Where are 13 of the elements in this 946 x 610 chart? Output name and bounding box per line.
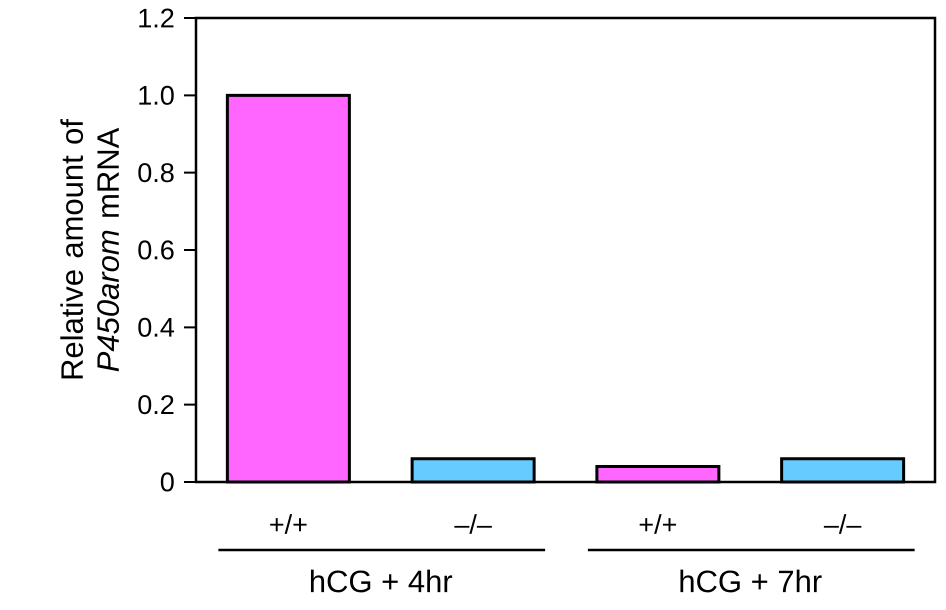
y-tick-label: 0.8 (138, 163, 174, 182)
y-tick-label: 0.4 (138, 318, 174, 337)
text: hCG + 4hr (310, 570, 452, 592)
y-tick-label: 0.6 (138, 240, 174, 260)
y-tick-label: 0 (160, 472, 174, 492)
x-tick-label: +/+ (270, 514, 307, 534)
x-tick-label: –/– (824, 514, 862, 534)
text: hCG + 7hr (680, 570, 822, 592)
x-tick-label: +/+ (640, 514, 676, 534)
y-tick-label: 1.0 (139, 86, 174, 105)
y-tick-label: 1.2 (139, 8, 174, 28)
y-tick-label: 0.2 (138, 395, 174, 414)
x-tick-label: –/– (454, 514, 492, 534)
